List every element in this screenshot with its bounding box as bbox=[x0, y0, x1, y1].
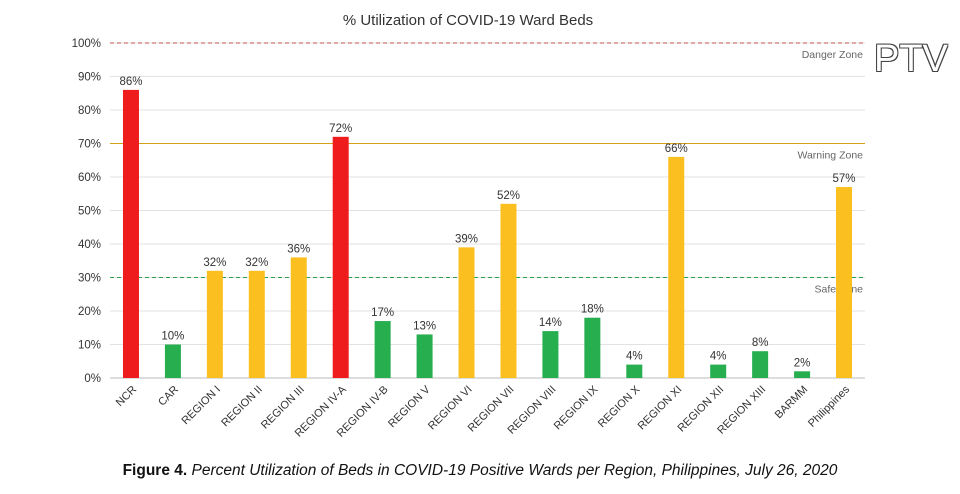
bar bbox=[206, 270, 223, 378]
data-label: 72% bbox=[329, 123, 352, 135]
y-tick-label: 30% bbox=[78, 273, 101, 285]
data-label: 18% bbox=[581, 304, 604, 316]
bar bbox=[794, 371, 811, 378]
y-tick-label: 0% bbox=[84, 373, 101, 385]
bar bbox=[374, 321, 391, 378]
x-tick-label: REGION II bbox=[219, 384, 265, 430]
data-label: 66% bbox=[665, 143, 688, 155]
y-tick-label: 80% bbox=[78, 105, 101, 117]
chart-title: % Utilization of COVID-19 Ward Beds bbox=[343, 12, 593, 29]
zone-label: Warning Zone bbox=[797, 150, 863, 162]
data-label: 14% bbox=[539, 317, 562, 329]
caption-text: Percent Utilization of Beds in COVID-19 … bbox=[187, 462, 838, 479]
data-label: 39% bbox=[455, 233, 478, 245]
bar bbox=[668, 156, 685, 378]
bar-chart: % Utilization of COVID-19 Ward Beds Dang… bbox=[72, 12, 865, 440]
x-tick-label: REGION I bbox=[179, 384, 222, 427]
bar bbox=[500, 203, 517, 378]
data-label: 4% bbox=[710, 351, 727, 363]
bar bbox=[710, 364, 727, 378]
y-tick-label: 60% bbox=[78, 172, 101, 184]
y-tick-label: 40% bbox=[78, 239, 101, 251]
data-label: 32% bbox=[245, 257, 268, 269]
caption-lead: Figure 4. bbox=[122, 462, 188, 479]
bar bbox=[752, 351, 769, 378]
bar bbox=[332, 136, 349, 378]
data-label: 2% bbox=[794, 357, 811, 369]
y-axis: 0% 10% 20% 30% 40% 50% 60% 70% 80% 90% 100% bbox=[72, 38, 101, 385]
bar bbox=[836, 187, 853, 378]
bar bbox=[458, 247, 475, 378]
gridlines bbox=[110, 42, 865, 379]
x-tick-label: NCR bbox=[114, 384, 139, 409]
bar bbox=[416, 334, 433, 378]
data-label: 8% bbox=[752, 337, 769, 349]
x-tick-label: Philippines bbox=[806, 383, 852, 429]
y-tick-label: 10% bbox=[78, 340, 101, 352]
y-tick-label: 70% bbox=[78, 139, 101, 151]
ptv-logo-watermark: PTV bbox=[874, 38, 948, 80]
data-label: 36% bbox=[287, 243, 310, 255]
bar bbox=[584, 317, 601, 378]
data-label: 57% bbox=[833, 173, 856, 185]
bar bbox=[248, 270, 265, 378]
data-label: 17% bbox=[371, 307, 394, 319]
data-labels: 86% 10% 32% 32% 36% 72% 17% 13% 39% 52% 14% 18% 4% 66… bbox=[119, 76, 855, 369]
x-tick-label: REGION IX bbox=[552, 383, 601, 432]
bar bbox=[290, 257, 307, 378]
bar bbox=[122, 89, 139, 379]
x-tick-label: CAR bbox=[156, 384, 181, 409]
bars bbox=[122, 89, 853, 379]
y-tick-label: 50% bbox=[78, 206, 101, 218]
figure-caption: Figure 4. Percent Utilization of Beds in… bbox=[0, 459, 960, 483]
data-label: 10% bbox=[161, 331, 184, 343]
bar bbox=[542, 331, 559, 378]
data-label: 52% bbox=[497, 190, 520, 202]
y-tick-label: 100% bbox=[72, 38, 101, 50]
data-label: 13% bbox=[413, 320, 436, 332]
bar bbox=[164, 344, 181, 378]
y-tick-label: 90% bbox=[78, 72, 101, 84]
data-label: 4% bbox=[626, 351, 643, 363]
bar bbox=[626, 364, 643, 378]
zone-label: Danger Zone bbox=[802, 49, 863, 61]
data-label: 32% bbox=[203, 257, 226, 269]
x-tick-label: BARMM bbox=[773, 384, 810, 421]
y-tick-label: 20% bbox=[78, 306, 101, 318]
data-label: 86% bbox=[119, 76, 142, 88]
